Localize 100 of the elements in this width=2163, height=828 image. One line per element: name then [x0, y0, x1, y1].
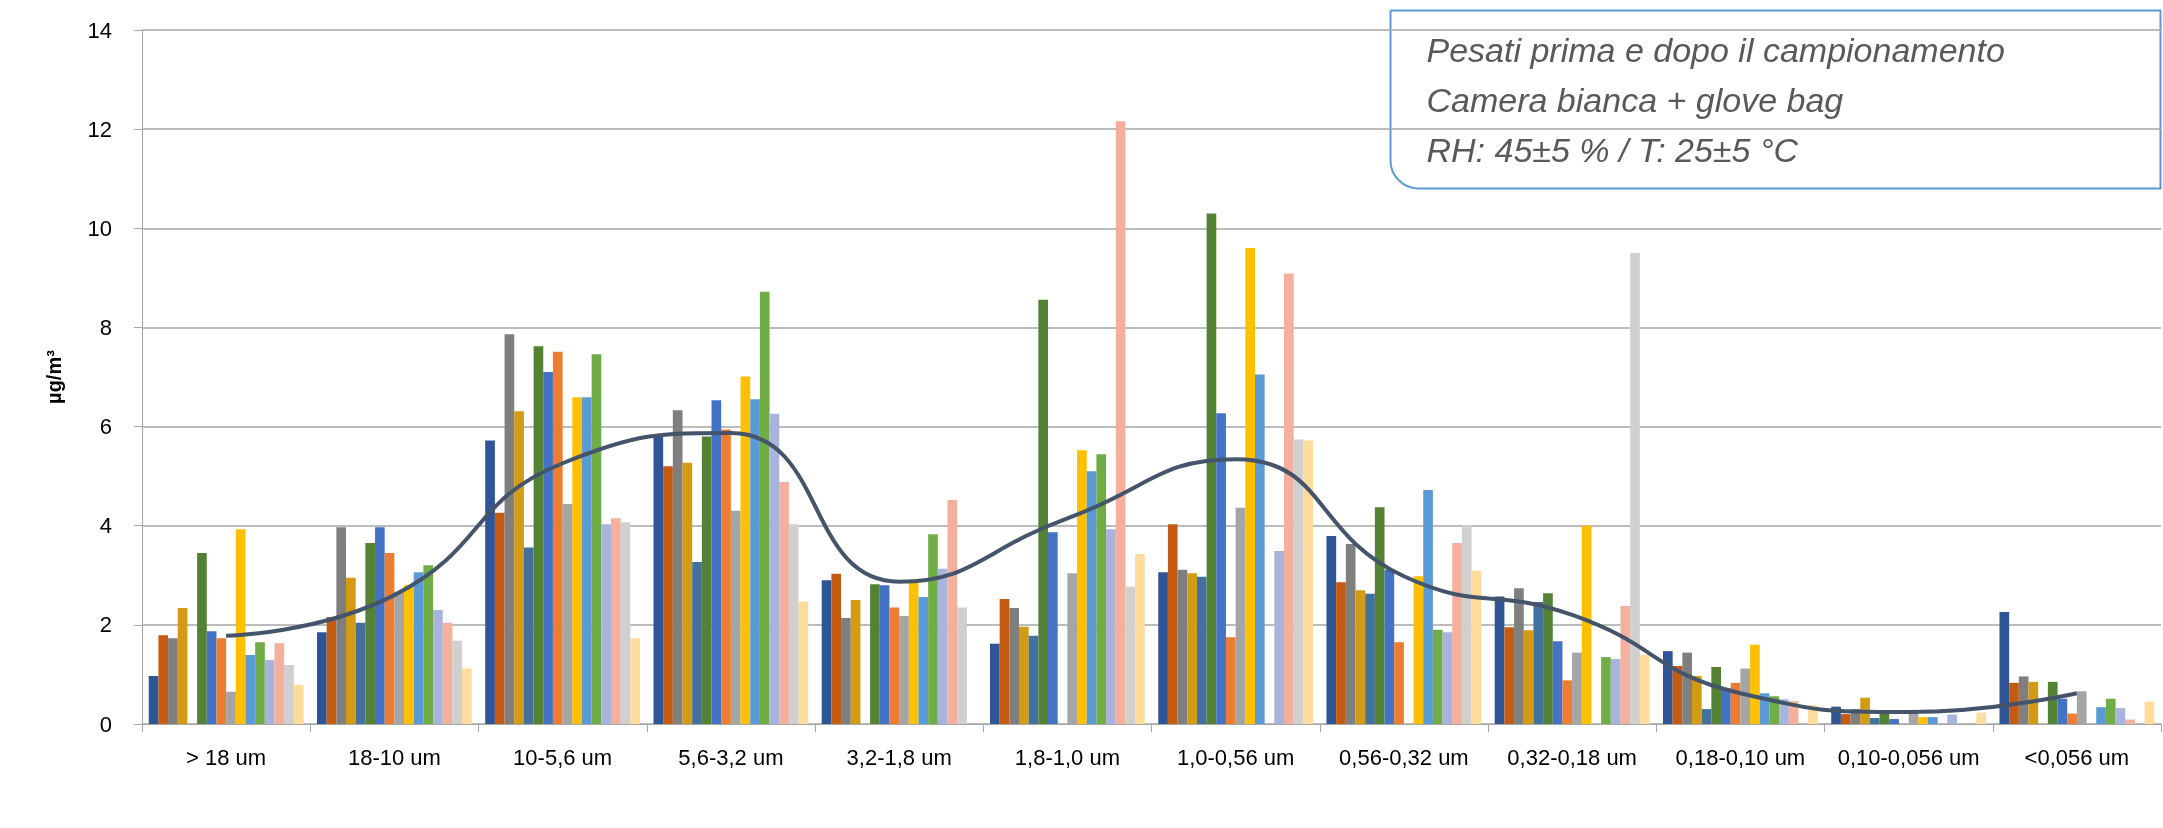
bar	[1601, 657, 1611, 724]
bar	[1177, 569, 1188, 724]
bar	[284, 665, 294, 724]
bar	[404, 585, 414, 724]
annotation: Pesati prima e dopo il campionamento	[1426, 30, 2005, 69]
bar	[798, 601, 809, 724]
bar	[653, 435, 664, 724]
line-series	[224, 431, 2079, 715]
bar	[1019, 626, 1029, 724]
bar	[601, 524, 611, 724]
bar	[1442, 632, 1453, 724]
bar	[2096, 707, 2106, 724]
bar	[442, 622, 453, 724]
bar	[452, 640, 463, 724]
bar	[620, 522, 631, 724]
y-tick-label: 14	[87, 17, 112, 43]
bar	[2047, 681, 2058, 724]
bar	[928, 534, 938, 724]
bar	[523, 547, 534, 724]
bar	[1750, 644, 1760, 724]
x-tick-label: 0,56-0,32 um	[1339, 744, 1469, 770]
bar	[1514, 588, 1524, 724]
bar	[2115, 708, 2126, 724]
annotation: Camera bianca + glove bag	[1426, 80, 1844, 119]
bar	[591, 354, 602, 724]
bar	[1254, 374, 1265, 724]
bar	[1086, 471, 1097, 724]
bar	[1682, 652, 1692, 724]
bar	[1158, 572, 1168, 724]
bar	[1096, 454, 1107, 724]
bar	[1413, 576, 1424, 724]
bar	[1293, 439, 1304, 724]
bar	[672, 410, 683, 724]
bar	[1274, 551, 1284, 724]
bar	[423, 565, 434, 724]
bar	[264, 660, 275, 724]
bar	[701, 436, 712, 724]
bar	[1009, 608, 1019, 724]
bar	[1504, 627, 1515, 724]
bar	[1432, 629, 1443, 724]
bar	[841, 617, 851, 724]
bar	[821, 580, 832, 724]
y-tick-label: 0	[99, 711, 112, 737]
bar	[1345, 544, 1356, 724]
bar	[1038, 299, 1049, 724]
bar	[1284, 273, 1294, 724]
bar	[1869, 718, 1880, 724]
bar	[293, 684, 304, 724]
bar	[1552, 641, 1563, 724]
bar	[494, 512, 505, 724]
bar	[1471, 570, 1482, 724]
bar	[433, 609, 443, 724]
y-tick-label: 10	[87, 215, 112, 241]
bar	[908, 580, 919, 724]
bar	[1662, 651, 1673, 724]
bar	[889, 607, 900, 724]
bar	[177, 608, 188, 724]
bar	[2105, 698, 2116, 724]
bar	[2067, 713, 2077, 724]
bar	[197, 552, 207, 724]
bar	[1840, 714, 1851, 724]
y-axis-title: µg/m³	[43, 349, 65, 404]
bar	[1135, 553, 1145, 724]
bar	[1326, 536, 1337, 724]
y-tick-label: 2	[99, 612, 112, 638]
bar	[1048, 532, 1058, 724]
bar	[1452, 543, 1462, 724]
y-tick-label: 12	[87, 116, 112, 142]
bar	[937, 568, 948, 724]
bar	[1543, 593, 1553, 724]
bar	[870, 584, 880, 724]
x-tick-label: 0,18-0,10 um	[1675, 744, 1806, 770]
bar	[1394, 642, 1404, 724]
y-tick-label: 8	[99, 314, 112, 340]
bar	[989, 643, 1000, 724]
bar	[1216, 413, 1226, 724]
bar	[1562, 680, 1573, 724]
x-tick-label: 0,32-0,18 um	[1507, 744, 1637, 770]
x-tick-label: > 18 um	[186, 744, 267, 770]
bar	[831, 573, 842, 724]
bar	[2125, 719, 2135, 724]
x-tick-label: 1,0-0,56 um	[1176, 744, 1295, 770]
bar	[1947, 714, 1957, 724]
bar	[1423, 490, 1433, 724]
x-tick-label: 0,10-0,056 um	[1837, 744, 1980, 770]
bar	[1692, 675, 1702, 724]
x-tick-label: 1,8-1,0 um	[1014, 744, 1120, 770]
bar	[485, 440, 495, 724]
bar	[1206, 213, 1217, 724]
bar	[158, 635, 169, 724]
bar	[572, 397, 582, 724]
bar	[879, 585, 890, 724]
y-tick-label: 6	[99, 414, 112, 440]
bar	[1976, 712, 1987, 724]
bar	[365, 543, 376, 724]
bar	[1918, 717, 1928, 724]
bar	[611, 518, 621, 724]
bar	[1225, 637, 1236, 724]
bar	[850, 600, 861, 724]
bar	[1106, 529, 1116, 724]
